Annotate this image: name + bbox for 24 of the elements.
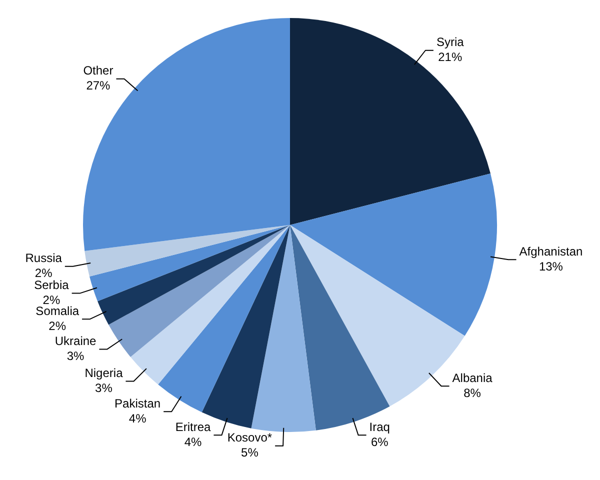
slice-label: Serbia xyxy=(34,278,70,292)
data-label: 2% xyxy=(34,266,53,280)
slice-label: Albania xyxy=(452,370,493,385)
data-label: 27% xyxy=(86,78,111,93)
data-label: 5% xyxy=(241,446,259,460)
slice-label: Russia xyxy=(25,251,62,266)
slice-label: Afghanistan xyxy=(519,244,583,258)
slice-label: Nigeria xyxy=(84,366,124,380)
data-label: 8% xyxy=(464,386,482,400)
slice-label: Syria xyxy=(436,35,464,50)
data-label: 4% xyxy=(128,411,147,426)
slice-label: Ukraine xyxy=(54,334,97,348)
slice-label: Iraq xyxy=(369,420,390,434)
data-label: 13% xyxy=(538,259,564,274)
data-label: 3% xyxy=(95,381,113,396)
slice-label: Kosovo* xyxy=(227,430,272,445)
data-label: 2% xyxy=(48,318,66,333)
data-label: 4% xyxy=(184,434,202,449)
data-label: 3% xyxy=(66,349,85,364)
slice-label: Pakistan xyxy=(114,396,161,410)
slice-label: Other xyxy=(83,64,114,78)
data-label: 21% xyxy=(438,50,462,64)
data-label: 6% xyxy=(370,434,389,449)
slice-label: Eritrea xyxy=(175,420,212,434)
